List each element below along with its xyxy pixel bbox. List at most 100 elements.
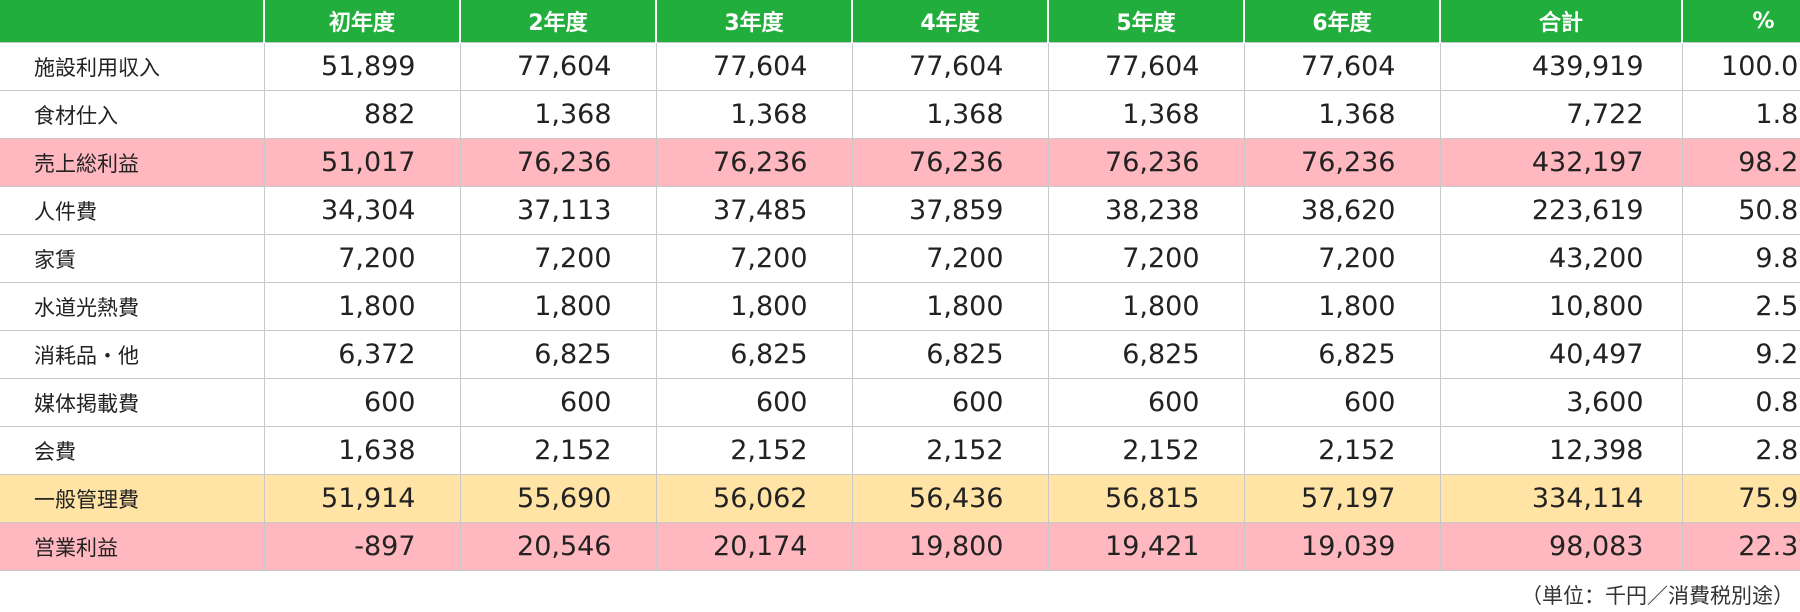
year-value-cell: 7,200 bbox=[655, 234, 853, 283]
year-value-cell: 51,899 bbox=[263, 42, 461, 91]
year-value-cell: 77,604 bbox=[655, 42, 853, 91]
year-value-cell: 77,604 bbox=[459, 42, 657, 91]
percent-cell: 0.8% bbox=[1681, 378, 1800, 427]
table-row: 消耗品・他 6,372 6,825 6,825 6,825 6,825 6,825 40,49… bbox=[0, 330, 1800, 379]
percent-cell: 9.8% bbox=[1681, 234, 1800, 283]
year-value-cell: 1,368 bbox=[851, 90, 1049, 139]
total-cell: 223,619 bbox=[1439, 186, 1683, 235]
percent-cell: 2.5% bbox=[1681, 282, 1800, 331]
year-value-cell: 1,368 bbox=[459, 90, 657, 139]
table-row: 売上総利益 51,017 76,236 76,236 76,236 76,236 76,23… bbox=[0, 138, 1800, 187]
year-value-cell: 600 bbox=[851, 378, 1049, 427]
header-cell: 5年度 bbox=[1047, 0, 1244, 43]
year-value-cell: 34,304 bbox=[263, 186, 461, 235]
total-cell: 40,497 bbox=[1439, 330, 1683, 379]
percent-cell: 1.8% bbox=[1681, 90, 1800, 139]
year-value-cell: 77,604 bbox=[1243, 42, 1441, 91]
year-value-cell: 37,859 bbox=[851, 186, 1049, 235]
year-value-cell: 2,152 bbox=[851, 426, 1049, 475]
row-label: 一般管理費 bbox=[0, 474, 265, 523]
year-value-cell: 600 bbox=[263, 378, 461, 427]
year-value-cell: 76,236 bbox=[1243, 138, 1441, 187]
year-value-cell: 76,236 bbox=[459, 138, 657, 187]
total-cell: 12,398 bbox=[1439, 426, 1683, 475]
row-label: 営業利益 bbox=[0, 522, 265, 571]
row-label: 食材仕入 bbox=[0, 90, 265, 139]
total-cell: 7,722 bbox=[1439, 90, 1683, 139]
year-value-cell: 6,825 bbox=[851, 330, 1049, 379]
total-cell: 432,197 bbox=[1439, 138, 1683, 187]
row-label: 売上総利益 bbox=[0, 138, 265, 187]
year-value-cell: -897 bbox=[263, 522, 461, 571]
year-value-cell: 882 bbox=[263, 90, 461, 139]
year-value-cell: 1,638 bbox=[263, 426, 461, 475]
total-cell: 43,200 bbox=[1439, 234, 1683, 283]
table-row: 家賃 7,200 7,200 7,200 7,200 7,200 7,200 43,200 9.… bbox=[0, 234, 1800, 283]
row-label: 会費 bbox=[0, 426, 265, 475]
unit-footnote: （単位：千円／消費税別途） bbox=[1521, 584, 1794, 608]
year-value-cell: 2,152 bbox=[459, 426, 657, 475]
year-value-cell: 7,200 bbox=[459, 234, 657, 283]
header-cell: 3年度 bbox=[655, 0, 852, 43]
row-label: 家賃 bbox=[0, 234, 265, 283]
year-value-cell: 19,039 bbox=[1243, 522, 1441, 571]
table-row: 一般管理費 51,914 55,690 56,062 56,436 56,815 57,19… bbox=[0, 474, 1800, 523]
year-value-cell: 6,825 bbox=[655, 330, 853, 379]
year-value-cell: 1,368 bbox=[1047, 90, 1245, 139]
header-cell: 初年度 bbox=[263, 0, 460, 43]
year-value-cell: 600 bbox=[655, 378, 853, 427]
year-value-cell: 600 bbox=[1243, 378, 1441, 427]
year-value-cell: 1,800 bbox=[851, 282, 1049, 331]
row-label: 人件費 bbox=[0, 186, 265, 235]
total-cell: 98,083 bbox=[1439, 522, 1683, 571]
year-value-cell: 6,825 bbox=[1047, 330, 1245, 379]
year-value-cell: 38,238 bbox=[1047, 186, 1245, 235]
year-value-cell: 20,174 bbox=[655, 522, 853, 571]
year-value-cell: 600 bbox=[459, 378, 657, 427]
table-row: 水道光熱費 1,800 1,800 1,800 1,800 1,800 1,800 10,80… bbox=[0, 282, 1800, 331]
year-value-cell: 6,825 bbox=[1243, 330, 1441, 379]
year-value-cell: 1,368 bbox=[655, 90, 853, 139]
header-cell: 合計 bbox=[1439, 0, 1682, 43]
year-value-cell: 7,200 bbox=[851, 234, 1049, 283]
header-cell: % bbox=[1681, 0, 1800, 43]
year-value-cell: 37,485 bbox=[655, 186, 853, 235]
row-label: 消耗品・他 bbox=[0, 330, 265, 379]
year-value-cell: 56,062 bbox=[655, 474, 853, 523]
total-cell: 439,919 bbox=[1439, 42, 1683, 91]
year-value-cell: 1,800 bbox=[655, 282, 853, 331]
year-value-cell: 56,815 bbox=[1047, 474, 1245, 523]
table-body: 施設利用収入 51,899 77,604 77,604 77,604 77,604 77,6… bbox=[0, 42, 1800, 571]
row-label: 施設利用収入 bbox=[0, 42, 265, 91]
year-value-cell: 7,200 bbox=[1243, 234, 1441, 283]
year-value-cell: 19,421 bbox=[1047, 522, 1245, 571]
year-value-cell: 1,368 bbox=[1243, 90, 1441, 139]
year-value-cell: 7,200 bbox=[1047, 234, 1245, 283]
row-label: 水道光熱費 bbox=[0, 282, 265, 331]
year-value-cell: 1,800 bbox=[459, 282, 657, 331]
year-value-cell: 77,604 bbox=[851, 42, 1049, 91]
year-value-cell: 76,236 bbox=[1047, 138, 1245, 187]
year-value-cell: 2,152 bbox=[655, 426, 853, 475]
header-cell-label bbox=[0, 0, 264, 43]
percent-cell: 2.8% bbox=[1681, 426, 1800, 475]
year-value-cell: 38,620 bbox=[1243, 186, 1441, 235]
year-value-cell: 20,546 bbox=[459, 522, 657, 571]
header-cell: 4年度 bbox=[851, 0, 1048, 43]
table-row: 営業利益 -897 20,546 20,174 19,800 19,421 19,039 98… bbox=[0, 522, 1800, 571]
total-cell: 3,600 bbox=[1439, 378, 1683, 427]
year-value-cell: 2,152 bbox=[1243, 426, 1441, 475]
year-value-cell: 600 bbox=[1047, 378, 1245, 427]
year-value-cell: 1,800 bbox=[1047, 282, 1245, 331]
year-value-cell: 56,436 bbox=[851, 474, 1049, 523]
table-row: 会費 1,638 2,152 2,152 2,152 2,152 2,152 12,398 2.… bbox=[0, 426, 1800, 475]
year-value-cell: 6,825 bbox=[459, 330, 657, 379]
percent-cell: 22.3% bbox=[1681, 522, 1800, 571]
year-value-cell: 19,800 bbox=[851, 522, 1049, 571]
year-value-cell: 76,236 bbox=[655, 138, 853, 187]
percent-cell: 50.8% bbox=[1681, 186, 1800, 235]
year-value-cell: 2,152 bbox=[1047, 426, 1245, 475]
year-value-cell: 51,017 bbox=[263, 138, 461, 187]
year-value-cell: 6,372 bbox=[263, 330, 461, 379]
